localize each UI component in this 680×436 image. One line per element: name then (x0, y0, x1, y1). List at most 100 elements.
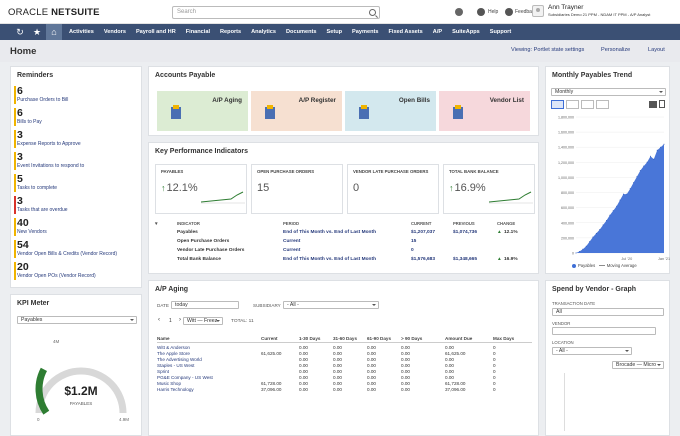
data-point[interactable] (626, 193, 628, 195)
feedback-icon[interactable] (505, 8, 513, 16)
global-search-input[interactable]: Search (172, 6, 380, 19)
vendor-name-link[interactable]: Music Shop (157, 381, 182, 386)
vendor-name-link[interactable]: Staples - US West (157, 363, 195, 368)
column-header[interactable]: Max Days (493, 336, 515, 341)
area-chart-icon[interactable] (551, 100, 564, 109)
nav-item-a-p[interactable]: A/P (432, 29, 443, 35)
tile-a-p-register[interactable]: A/P Register (251, 91, 342, 131)
table-row[interactable]: Harris Technology 37,096.00 0.00 0.00 0.00 0.… (157, 387, 532, 393)
nav-item-setup[interactable]: Setup (326, 29, 343, 35)
kpi-card[interactable]: PAYABLES ↑12.1% (155, 164, 247, 214)
column-header[interactable]: 1-30 Days (299, 336, 321, 341)
data-point[interactable] (595, 232, 597, 234)
data-point[interactable] (656, 149, 658, 151)
vendor-name-link[interactable]: PG&E Company - US West (157, 375, 213, 380)
column-header[interactable]: 31-60 Days (333, 336, 358, 341)
table-row[interactable]: The Advertising World 0.00 0.00 0.00 0.00 0.0… (157, 357, 532, 363)
kpi-current[interactable]: 15 (411, 239, 417, 244)
kpi-card[interactable]: TOTAL BANK BALANCE ↑16.9% (443, 164, 535, 214)
data-point[interactable] (612, 210, 614, 212)
reminder-label[interactable]: New Vendors (17, 229, 47, 235)
data-point[interactable] (582, 248, 584, 250)
data-point[interactable] (636, 176, 638, 178)
recent-records-icon[interactable]: ↻ (16, 27, 24, 37)
user-menu[interactable]: Ann Trayner Subsidiaries Demo 21 PPM - N… (548, 4, 650, 18)
column-header[interactable]: > 90 Days (401, 336, 423, 341)
data-point[interactable] (646, 161, 648, 163)
reminder-label[interactable]: Purchase Orders to Bill (17, 97, 69, 103)
vendor-name-link[interactable]: Sprint (157, 369, 170, 374)
reminder-item[interactable]: 40 New Vendors (14, 218, 137, 238)
export-icon[interactable] (659, 100, 665, 108)
nav-item-payroll-and-hr[interactable]: Payroll and HR (135, 29, 176, 35)
column-chart-icon[interactable] (581, 100, 594, 109)
help-icon[interactable] (477, 8, 485, 16)
reminder-label[interactable]: Tasks to complete (17, 185, 58, 191)
transaction-date-select[interactable]: All (552, 308, 664, 316)
nav-item-reports[interactable]: Reports (220, 29, 242, 35)
reminder-item[interactable]: 20 Vendor Open POs (Vendor Record) (14, 262, 137, 282)
column-header[interactable]: Current (261, 336, 278, 341)
kpi-previous[interactable]: $1,348,665 (453, 257, 478, 262)
location-select[interactable]: - All - (552, 347, 632, 355)
table-row[interactable]: The Apple Store 61,625.00 0.00 0.00 0.00 0.00… (157, 351, 532, 357)
view-select[interactable]: Witt — Freez (183, 317, 223, 325)
vendor-name-link[interactable]: The Apple Store (157, 351, 190, 356)
data-point[interactable] (609, 214, 611, 216)
data-point[interactable] (643, 165, 645, 167)
spend-view-select[interactable]: Brocade — Micro (612, 361, 664, 369)
nav-item-fixed-assets[interactable]: Fixed Assets (388, 29, 423, 35)
vendor-input[interactable] (552, 327, 656, 335)
previous-page-icon[interactable]: ‹ (158, 317, 160, 323)
page-number[interactable]: 1 (169, 318, 172, 324)
kpi-meter-select[interactable]: Payables (17, 316, 137, 324)
settings-icon[interactable] (649, 101, 657, 108)
netsuite-logo[interactable]: ORACLE NETSUITE (8, 7, 100, 18)
column-header[interactable]: 61-90 Days (367, 336, 392, 341)
nav-item-activities[interactable]: Activities (69, 29, 94, 35)
column-header[interactable]: Name (157, 336, 170, 341)
data-point[interactable] (575, 252, 577, 254)
personalize-link[interactable]: Personalize (601, 47, 631, 53)
nav-item-documents[interactable]: Documents (286, 29, 317, 35)
data-point[interactable] (653, 158, 655, 160)
kpi-previous[interactable]: $1,074,736 (453, 230, 478, 235)
viewing-settings-link[interactable]: Viewing: Portlet state settings (511, 47, 585, 53)
kpi-current[interactable]: $1,576,683 (411, 257, 436, 262)
data-point[interactable] (619, 199, 621, 201)
data-point[interactable] (616, 205, 618, 207)
help-link[interactable]: Help (488, 9, 499, 15)
data-point[interactable] (650, 155, 651, 157)
reminder-label[interactable]: Vendor Open POs (Vendor Record) (17, 273, 96, 279)
reminder-item[interactable]: 6 Purchase Orders to Bill (14, 86, 137, 106)
line-chart-icon[interactable] (566, 100, 579, 109)
data-point[interactable] (639, 170, 641, 172)
kpi-period[interactable]: Current (283, 248, 301, 253)
table-row[interactable]: PG&E Company - US West 0.00 0.00 0.00 0.00 0.… (157, 375, 532, 381)
feedback-link[interactable]: Feedback (515, 9, 537, 15)
create-new-icon[interactable] (455, 8, 463, 16)
trend-period-select[interactable]: Monthly (551, 88, 666, 96)
kpi-current[interactable]: $1,207,037 (411, 230, 436, 235)
table-row[interactable]: Music Shop 61,728.00 0.00 0.00 0.00 0.00 61,72… (157, 381, 532, 387)
vendor-name-link[interactable]: The Advertising World (157, 357, 202, 362)
reminder-label[interactable]: Tasks that are overdue (17, 207, 68, 213)
next-page-icon[interactable]: › (179, 317, 181, 323)
data-point[interactable] (660, 146, 662, 148)
kpi-period[interactable]: End of This Month vs. End of Last Month (283, 230, 376, 235)
table-row[interactable]: Sprint 0.00 0.00 0.00 0.00 0.00 0 (157, 369, 532, 375)
reminder-item[interactable]: 3 Tasks that are overdue (14, 196, 137, 216)
vendor-name-link[interactable]: Harris Technology (157, 387, 194, 392)
nav-item-payments[interactable]: Payments (352, 29, 379, 35)
data-point[interactable] (589, 241, 590, 243)
nav-item-vendors[interactable]: Vendors (103, 29, 126, 35)
kpi-current[interactable]: 0 (411, 248, 414, 253)
table-row[interactable]: Staples - US West 0.00 0.00 0.00 0.00 0.00 0 (157, 363, 532, 369)
reminder-item[interactable]: 6 Bills to Pay (14, 108, 137, 128)
reminder-label[interactable]: Bills to Pay (17, 119, 42, 125)
reminder-label[interactable]: Expense Reports to Approve (17, 141, 81, 147)
data-point[interactable] (599, 229, 601, 231)
data-point[interactable] (585, 245, 587, 247)
bar-chart-icon[interactable] (596, 100, 609, 109)
nav-item-suiteapps[interactable]: SuiteApps (452, 29, 480, 35)
